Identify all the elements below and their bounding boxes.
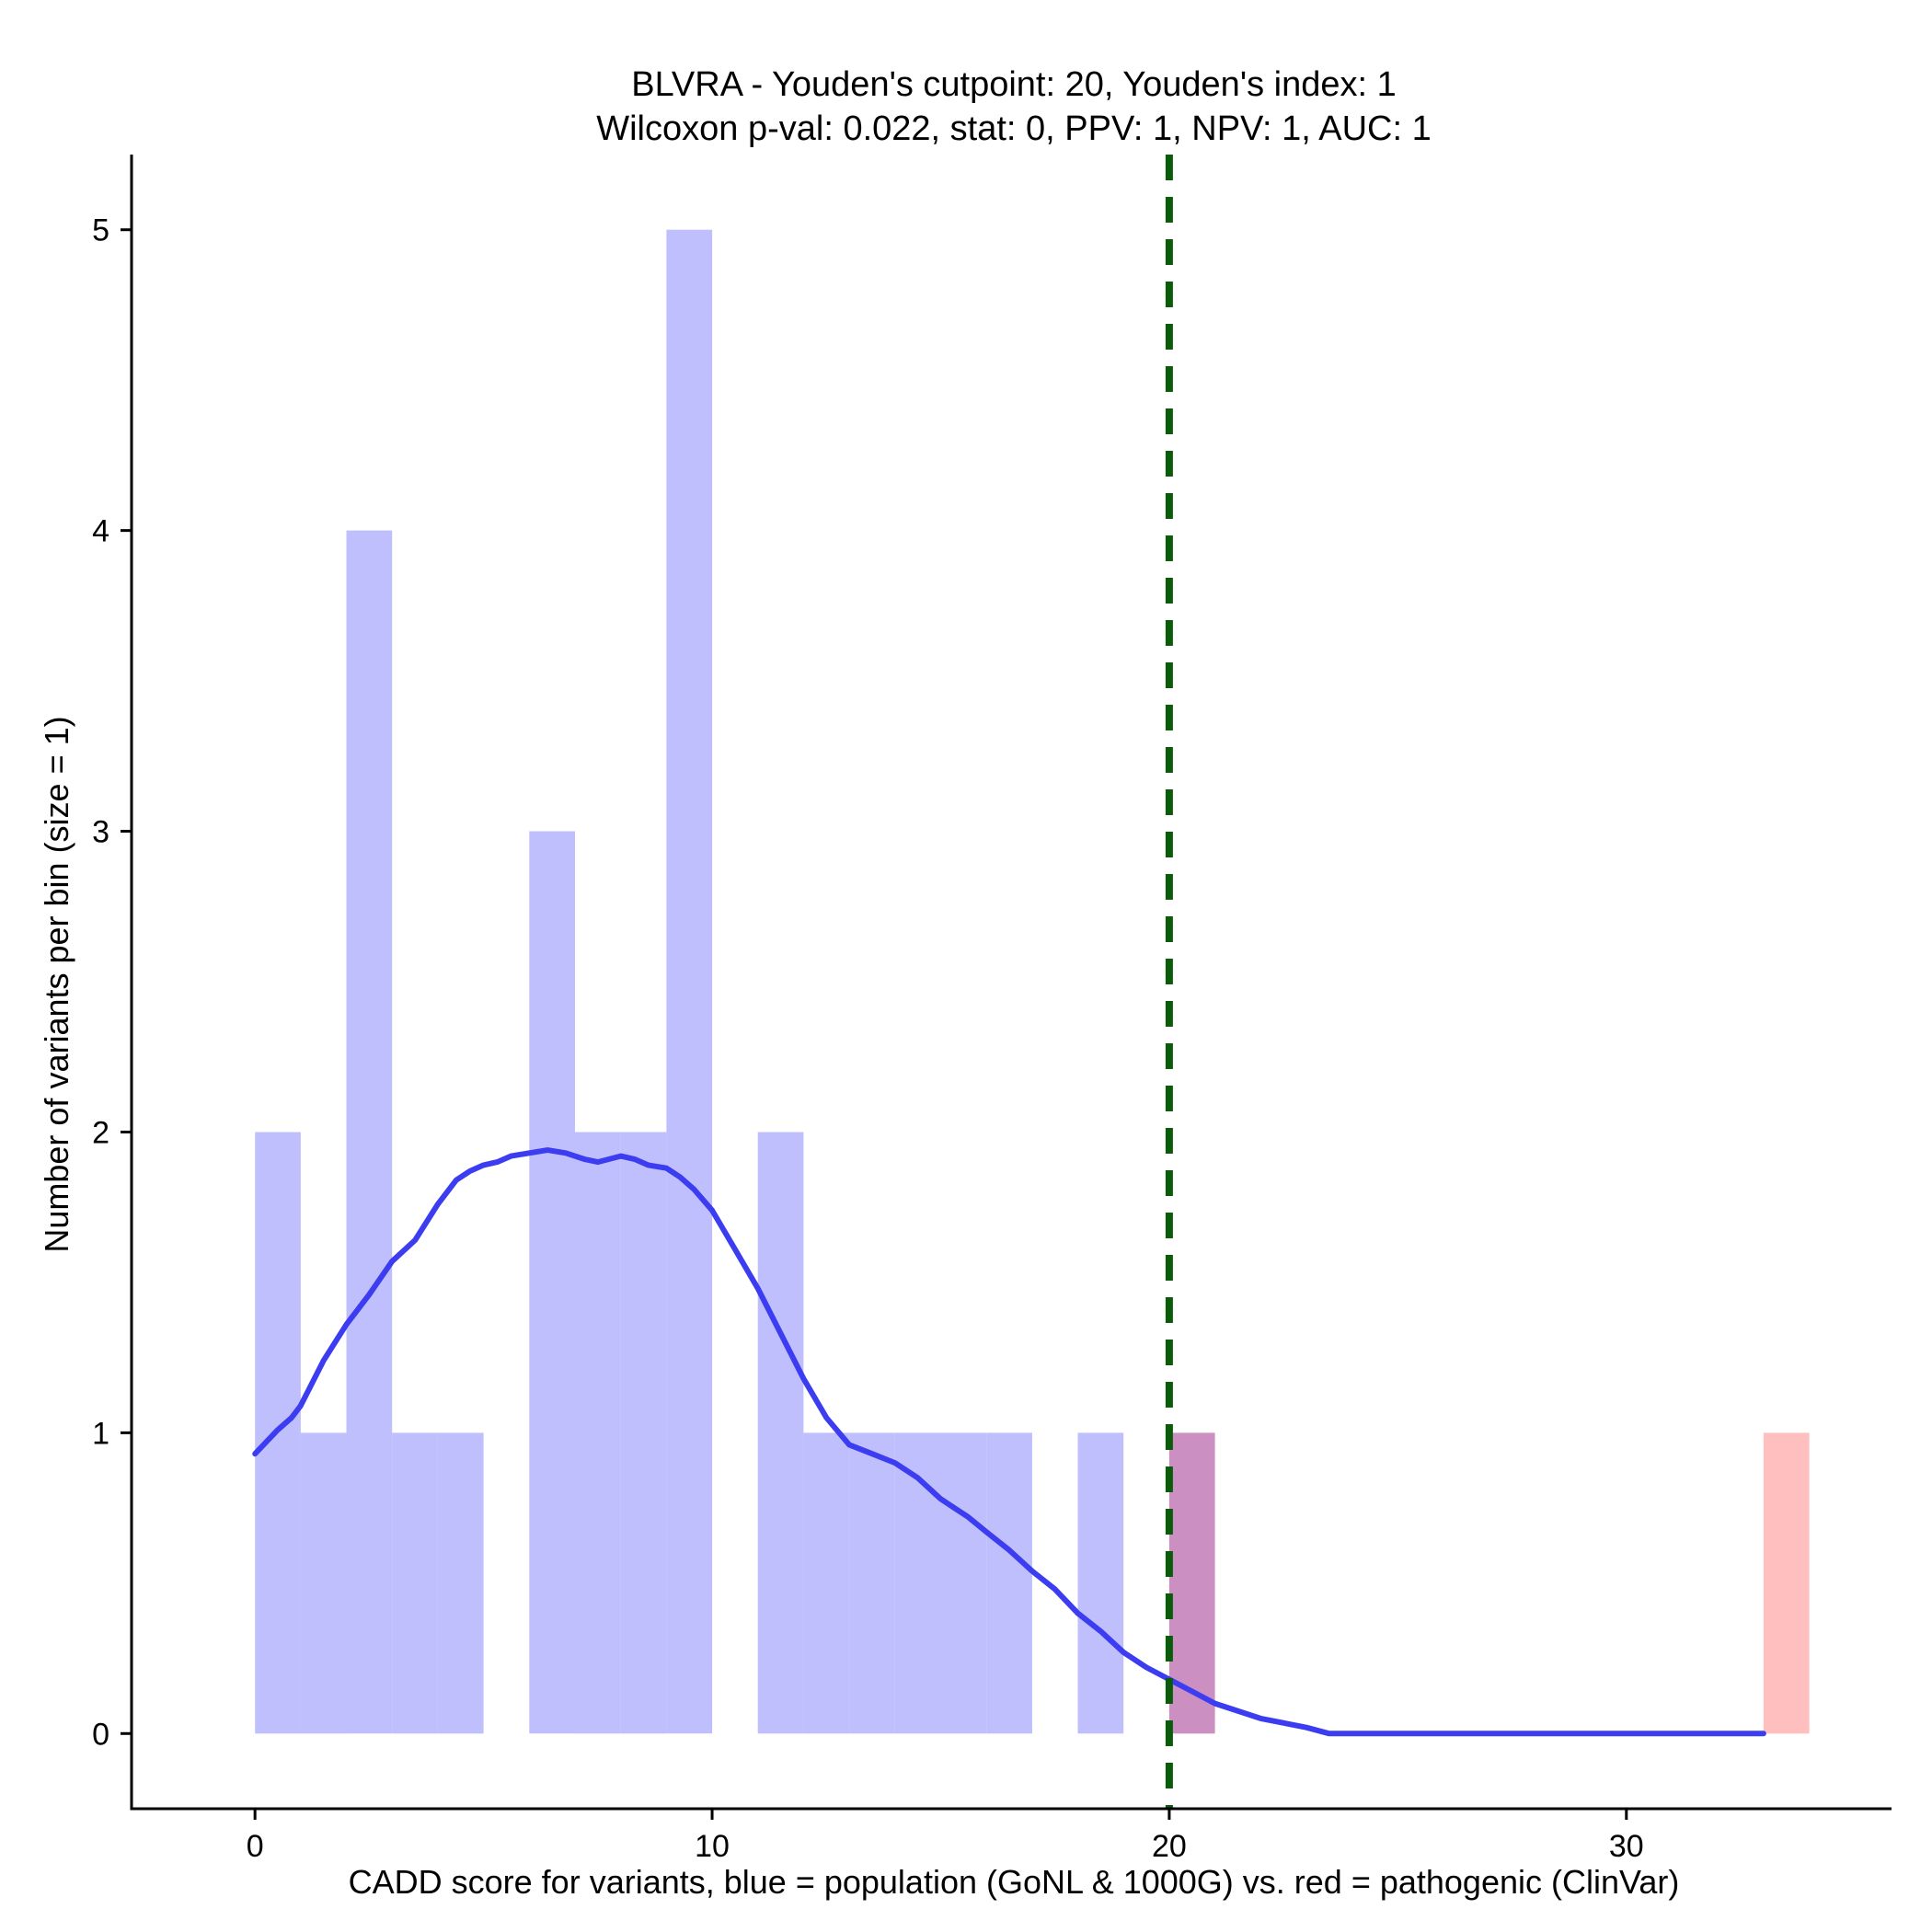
y-tick-label: 2	[92, 1115, 109, 1150]
population-bar	[757, 1132, 804, 1734]
population-bar	[666, 229, 713, 1734]
y-tick-label: 1	[92, 1416, 109, 1451]
y-axis-title: Number of variants per bin (size = 1)	[38, 716, 75, 1252]
population-bar	[529, 831, 575, 1734]
x-tick-label: 0	[247, 1829, 264, 1864]
population-density-line	[252, 1147, 1766, 1737]
population-bar	[620, 1132, 667, 1734]
axes: 0 10 20 30 0 1 2 3 4 5	[92, 155, 1892, 1864]
y-tick-label: 4	[92, 514, 109, 549]
chart-subtitle: Wilcoxon p-val: 0.022, stat: 0, PPV: 1, …	[596, 109, 1431, 148]
population-bar	[392, 1432, 438, 1734]
y-tick-label: 0	[92, 1717, 109, 1752]
population-bar	[437, 1432, 484, 1734]
x-axis-title: CADD score for variants, blue = populati…	[349, 1863, 1680, 1901]
chart-title: BLVRA - Youden's cutpoint: 20, Youden's …	[631, 65, 1396, 104]
population-bar	[300, 1432, 347, 1734]
population-bar	[894, 1432, 941, 1734]
x-tick-label: 30	[1609, 1829, 1644, 1864]
pathogenic-bar	[1763, 1432, 1810, 1734]
y-tick-label: 3	[92, 815, 109, 850]
population-bar	[575, 1132, 621, 1734]
x-tick-label: 20	[1152, 1829, 1187, 1864]
population-bar	[986, 1432, 1032, 1734]
population-bar	[803, 1432, 850, 1734]
histogram-bars	[255, 229, 1810, 1734]
y-tick-label: 5	[92, 213, 109, 248]
population-bar	[1077, 1432, 1124, 1734]
x-tick-label: 10	[695, 1829, 730, 1864]
population-bar	[849, 1432, 895, 1734]
population-bar	[346, 530, 393, 1734]
population-bar	[940, 1432, 987, 1734]
